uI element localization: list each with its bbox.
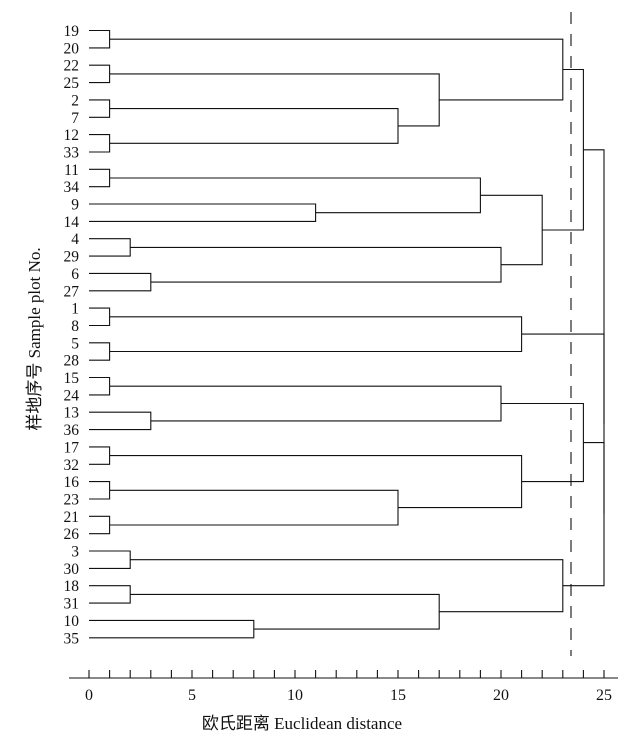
merge-link-m4 xyxy=(89,134,111,153)
merge-link-m21 xyxy=(109,385,502,422)
leaf-label-32: 32 xyxy=(64,457,80,474)
x-tick-label-15: 15 xyxy=(390,687,406,704)
merge-link-m26 xyxy=(109,455,523,509)
merge-link-m17 xyxy=(89,342,111,361)
merge-link-m2 xyxy=(89,64,111,84)
leaf-label-1: 1 xyxy=(71,301,79,318)
merge-link-m13 xyxy=(130,246,502,283)
x-tick-label-25: 25 xyxy=(596,687,612,704)
merge-link-m14 xyxy=(480,194,543,266)
merge-link-m16 xyxy=(89,307,111,327)
merge-link-m29 xyxy=(89,585,131,604)
x-tick-label-0: 0 xyxy=(85,687,93,704)
merge-link-m24 xyxy=(89,515,111,535)
merge-link-m33 xyxy=(562,442,605,587)
leaf-label-35: 35 xyxy=(64,630,80,647)
leaf-label-5: 5 xyxy=(71,335,79,352)
leaf-label-16: 16 xyxy=(64,474,80,491)
leaf-label-19: 19 xyxy=(64,23,80,40)
x-tick-label-10: 10 xyxy=(287,687,303,704)
x-axis: 0 5 10 15 20 25 xyxy=(69,670,618,704)
merge-link-m19 xyxy=(89,376,111,396)
x-tick-label-20: 20 xyxy=(493,687,509,704)
merge-link-m5 xyxy=(109,108,399,144)
leaf-label-13: 13 xyxy=(64,405,80,422)
leaf-label-21: 21 xyxy=(64,509,80,526)
merge-link-m35 xyxy=(583,149,605,425)
dendrogram-links xyxy=(89,29,605,639)
leaf-label-12: 12 xyxy=(64,127,80,144)
leaf-label-3: 3 xyxy=(71,544,79,561)
merge-link-m9 xyxy=(89,203,317,222)
leaf-label-31: 31 xyxy=(64,596,80,613)
leaf-label-24: 24 xyxy=(64,387,80,404)
leaf-label-20: 20 xyxy=(64,40,80,57)
merge-link-m30 xyxy=(89,619,255,639)
merge-link-m12 xyxy=(89,272,152,292)
leaf-label-7: 7 xyxy=(71,110,79,127)
merge-link-m6 xyxy=(109,73,440,127)
leaf-label-2: 2 xyxy=(71,92,79,109)
merge-link-m22 xyxy=(89,446,111,465)
y-axis-title: 样地序号 Sample plot No. xyxy=(25,247,44,430)
merge-link-m3 xyxy=(89,99,111,118)
leaf-label-9: 9 xyxy=(71,197,79,214)
merge-link-m25 xyxy=(109,489,399,526)
merge-link-m18 xyxy=(109,316,523,353)
merge-link-m32 xyxy=(130,559,564,613)
merge-link-m11 xyxy=(89,238,131,257)
leaf-label-22: 22 xyxy=(64,58,80,75)
leaf-label-28: 28 xyxy=(64,353,80,370)
leaf-label-36: 36 xyxy=(64,422,80,439)
leaf-label-34: 34 xyxy=(64,179,80,196)
leaf-label-10: 10 xyxy=(64,613,80,630)
merge-link-m1 xyxy=(89,29,111,49)
leaf-label-30: 30 xyxy=(64,561,80,578)
leaf-label-26: 26 xyxy=(64,526,80,543)
leaf-label-23: 23 xyxy=(64,492,80,509)
leaf-labels: 1920222527123311349144296271852815241336… xyxy=(64,23,80,647)
leaf-label-27: 27 xyxy=(64,283,80,300)
leaf-label-11: 11 xyxy=(64,162,79,179)
leaf-label-15: 15 xyxy=(64,370,80,387)
leaf-label-18: 18 xyxy=(64,578,80,595)
merge-link-m23 xyxy=(89,481,111,500)
merge-link-m7 xyxy=(109,38,564,101)
leaf-label-33: 33 xyxy=(64,145,80,162)
merge-link-m10 xyxy=(109,177,481,214)
merge-link-m34 xyxy=(521,333,605,515)
x-axis-title: 欧氏距离 Euclidean distance xyxy=(202,714,402,733)
merge-link-m8 xyxy=(89,168,111,188)
merge-link-m31 xyxy=(130,593,440,630)
leaf-label-6: 6 xyxy=(71,266,79,283)
leaf-label-8: 8 xyxy=(71,318,79,335)
leaf-label-25: 25 xyxy=(64,75,80,92)
leaf-label-29: 29 xyxy=(64,249,80,266)
merge-link-m28 xyxy=(89,550,131,569)
x-tick-label-5: 5 xyxy=(188,687,196,704)
merge-link-m20 xyxy=(89,411,152,431)
leaf-label-14: 14 xyxy=(64,214,80,231)
leaf-label-4: 4 xyxy=(71,231,79,248)
leaf-label-17: 17 xyxy=(64,439,80,456)
